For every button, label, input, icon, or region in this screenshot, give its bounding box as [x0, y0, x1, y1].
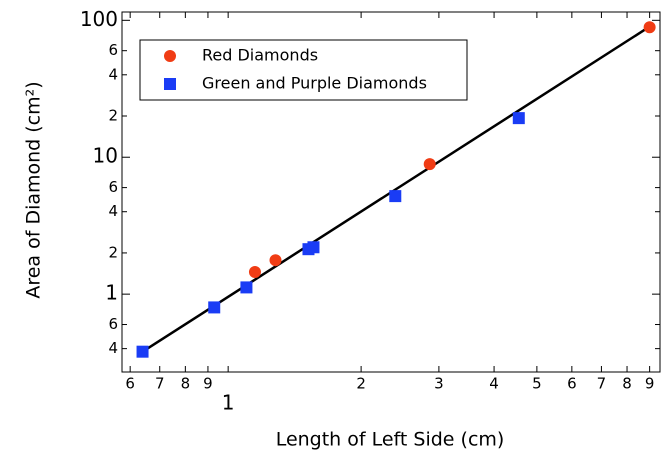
x-tick-label: 8	[622, 375, 632, 393]
legend-label: Red Diamonds	[202, 46, 318, 65]
x-tick-label: 5	[532, 375, 542, 393]
x-tick-label: 9	[203, 375, 213, 393]
data-point	[269, 254, 282, 267]
data-point	[248, 266, 261, 279]
x-tick-label: 7	[155, 375, 165, 393]
data-point	[423, 158, 436, 171]
x-tick-label: 1	[222, 391, 235, 415]
y-tick-label: 4	[108, 202, 118, 220]
data-point	[208, 301, 221, 314]
x-tick-label: 2	[356, 375, 366, 393]
data-point	[136, 345, 149, 358]
y-tick-label: 2	[108, 107, 118, 125]
plot-frame	[121, 11, 661, 373]
y-tick-label: 6	[108, 315, 118, 333]
y-tick-label: 2	[108, 243, 118, 261]
x-tick-label: 9	[645, 375, 655, 393]
y-tick-label: 6	[108, 41, 118, 59]
x-tick-label: 4	[489, 375, 499, 393]
legend-marker	[164, 50, 176, 62]
x-tick-label: 8	[181, 375, 191, 393]
y-tick-label: 10	[93, 144, 118, 168]
y-tick-label: 1	[105, 281, 118, 305]
data-point	[389, 190, 402, 203]
y-tick-label: 4	[108, 339, 118, 357]
y-tick-label: 4	[108, 65, 118, 83]
data-point	[512, 112, 525, 125]
x-axis-label: Length of Left Side (cm)	[276, 429, 505, 451]
data-point	[643, 21, 656, 34]
legend-box	[139, 39, 468, 101]
y-tick-label: 100	[80, 7, 118, 31]
fit-line	[141, 25, 651, 353]
data-point	[240, 281, 253, 294]
data-point	[307, 241, 320, 254]
x-tick-label: 6	[567, 375, 577, 393]
x-tick-label: 7	[597, 375, 607, 393]
x-tick-label: 3	[434, 375, 444, 393]
legend-label: Green and Purple Diamonds	[202, 74, 427, 93]
y-tick-label: 6	[108, 178, 118, 196]
x-tick-label: 6	[125, 375, 135, 393]
y-axis-label: Area of Diamond (cm²)	[23, 81, 45, 298]
legend-marker	[164, 78, 176, 90]
